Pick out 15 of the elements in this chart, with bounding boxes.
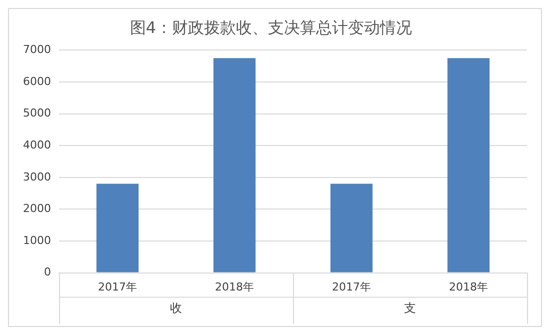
text: 收 bbox=[170, 300, 182, 315]
y-tick-label: 2000 bbox=[22, 202, 51, 216]
x-tick-label: 2018年 bbox=[449, 280, 488, 294]
chart-title: 图4：财政拨款收、支决算总计变动情况 bbox=[130, 18, 412, 37]
x-tick-label: 2018年 bbox=[214, 280, 254, 294]
text: 支 bbox=[404, 300, 416, 315]
y-tick-label: 7000 bbox=[22, 43, 51, 56]
y-tick-label: 1000 bbox=[22, 234, 51, 247]
y-tick-label: 5000 bbox=[22, 106, 51, 120]
x-tick-label: 2017年 bbox=[98, 280, 137, 294]
x-tick-label: 2017年 bbox=[332, 280, 371, 294]
y-tick-label: 3000 bbox=[22, 170, 51, 184]
y-tick-label: 0 bbox=[44, 266, 51, 279]
y-tick-label: 4000 bbox=[22, 138, 51, 152]
y-tick-label: 6000 bbox=[22, 74, 51, 88]
